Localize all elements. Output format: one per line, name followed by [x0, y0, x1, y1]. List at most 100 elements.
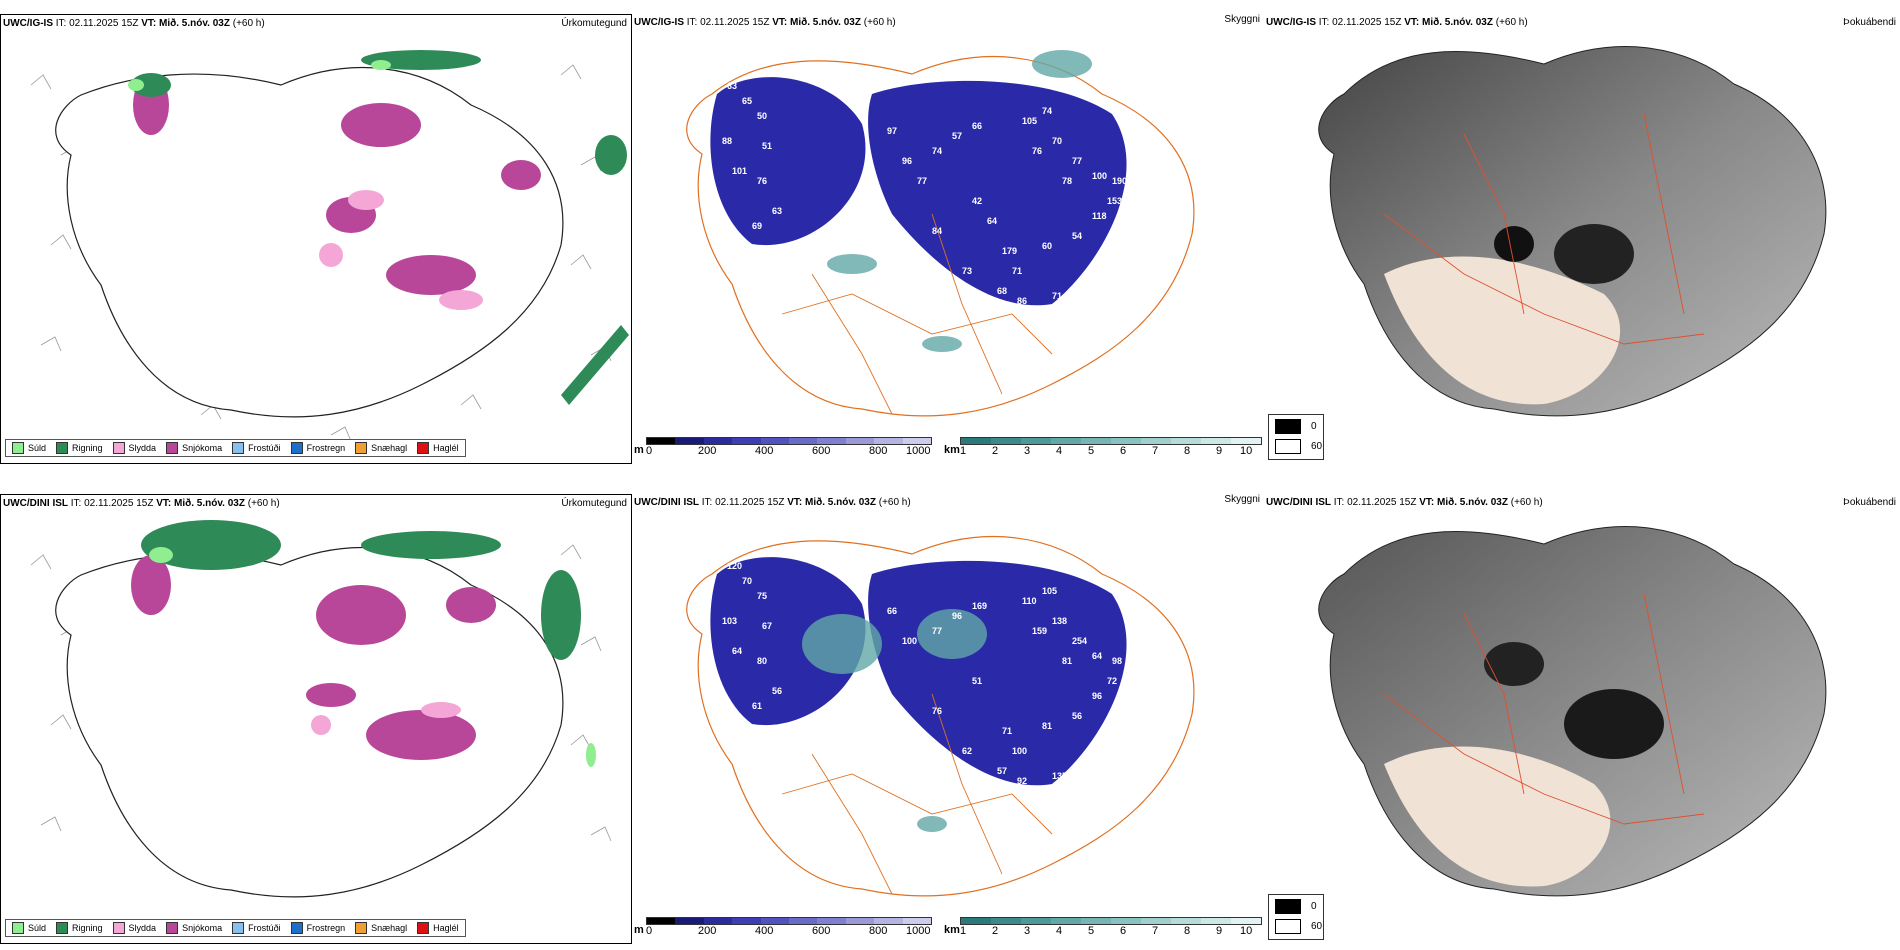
visibility-value-label: 96 — [952, 611, 962, 621]
km-tick: 7 — [1152, 925, 1159, 937]
visibility-value-label: 75 — [1112, 231, 1122, 241]
visibility-value-label: 121 — [782, 251, 797, 261]
init-time: 02.11.2025 15Z — [1347, 497, 1417, 508]
visibility-value-label: 71 — [1052, 291, 1062, 301]
visibility-value-label: 81 — [1042, 721, 1052, 731]
visibility-value-label: 105 — [1022, 116, 1037, 126]
visibility-value-label: 63 — [1102, 266, 1112, 276]
visibility-value-label: 159 — [1032, 626, 1047, 636]
precip-legend: Súld Rigning Slydda Snjókoma Frostúði Fr… — [5, 439, 466, 457]
init-time: 02.11.2025 15Z — [715, 497, 785, 508]
legend-item: Slydda — [112, 442, 156, 454]
km-tick: 4 — [1056, 445, 1063, 457]
visibility-value-label: 135 — [1052, 771, 1067, 781]
swatch-icon — [12, 922, 24, 934]
visibility-value-label: 80 — [757, 656, 767, 666]
m-tick: 400 — [755, 925, 774, 937]
swatch-icon — [355, 922, 368, 934]
init-time: 02.11.2025 15Z — [1332, 17, 1402, 28]
model-name: UWC/IG-IS — [634, 17, 684, 28]
vt-label: VT: — [1419, 497, 1435, 508]
visibility-value-label: 94 — [1102, 746, 1112, 756]
fog-map — [1318, 46, 1827, 417]
legend-item: Haglél — [417, 922, 459, 934]
visibility-value-label: 68 — [997, 286, 1007, 296]
visibility-value-label: 111 — [1122, 686, 1136, 696]
init-time: 02.11.2025 15Z — [84, 498, 154, 509]
visibility-value-label: 72 — [1107, 676, 1117, 686]
visibility-value-label: 81 — [1057, 801, 1067, 811]
legend-item: Frostúði — [232, 442, 281, 454]
km-tick: 3 — [1024, 925, 1031, 937]
visibility-value-label: 70 — [1052, 136, 1062, 146]
model-name: UWC/IG-IS — [1266, 17, 1316, 28]
swatch-icon — [232, 442, 245, 454]
km-tick: 6 — [1120, 925, 1127, 937]
visibility-value-label: 169 — [972, 601, 987, 611]
lead-time: (+60 h) — [878, 497, 911, 508]
km-tick: 4 — [1056, 925, 1063, 937]
precip-legend: Súld Rigning Slydda Snjókoma Frostúði Fr… — [5, 919, 466, 937]
panel-title: Úrkomutegund — [561, 498, 627, 509]
visibility-value-label: 50 — [757, 111, 767, 121]
lead-time: (+60 h) — [247, 498, 280, 509]
fog-panel-row1: UWC/IG-IS IT: 02.11.2025 15Z VT: Mið. 5.… — [1264, 14, 1900, 464]
km-tick: 8 — [1184, 445, 1191, 457]
visibility-value-label: 61 — [752, 701, 762, 711]
m-tick: 200 — [698, 925, 717, 937]
visibility-value-label: 76 — [1032, 146, 1042, 156]
visibility-value-label: 103 — [722, 616, 737, 626]
visibility-value-label: 81 — [1062, 656, 1072, 666]
m-tick: 800 — [869, 925, 888, 937]
visibility-value-label: 64 — [1092, 651, 1102, 661]
fog-panel-row2: UWC/DINI ISL IT: 02.11.2025 15Z VT: Mið.… — [1264, 494, 1900, 944]
km-tick: 2 — [992, 445, 999, 457]
valid-time: Mið. 5.nóv. 03Z — [159, 18, 230, 29]
visibility-value-label: 77 — [917, 176, 927, 186]
valid-time: Mið. 5.nóv. 03Z — [805, 497, 876, 508]
km-tick: 6 — [1120, 445, 1127, 457]
m-tick: 600 — [812, 925, 831, 937]
visibility-value-label: 60 — [1042, 241, 1052, 251]
visibility-value-label: 100 — [1092, 171, 1107, 181]
visibility-value-label: 96 — [902, 156, 912, 166]
visibility-value-label: 136 — [1112, 711, 1127, 721]
visibility-value-label: 63 — [772, 206, 782, 216]
visibility-value-label: 61 — [802, 716, 812, 726]
valid-time: Mið. 5.nóv. 03Z — [1422, 17, 1493, 28]
lead-time: (+60 h) — [232, 18, 265, 29]
it-label: IT: — [1318, 17, 1330, 28]
visibility-km-colorbar: km 1 2 3 4 5 6 7 8 9 10 — [944, 437, 1264, 459]
visibility-m-colorbar: m 0 200 400 600 800 1000 — [634, 437, 934, 459]
legend-item: Rigning — [56, 922, 103, 934]
valid-time: Mið. 5.nóv. 03Z — [174, 498, 245, 509]
legend-item: Súld — [12, 922, 46, 934]
m-colorbar-bar — [646, 917, 932, 925]
visibility-value-label: 190 — [1112, 176, 1127, 186]
swatch-icon — [56, 442, 69, 454]
visibility-value-label: 98 — [1112, 656, 1122, 666]
swatch-icon — [1275, 439, 1301, 454]
visibility-value-label: 97 — [887, 126, 897, 136]
vt-label: VT: — [787, 497, 803, 508]
lead-time: (+60 h) — [863, 17, 896, 28]
init-time: 02.11.2025 15Z — [700, 17, 770, 28]
km-tick: 7 — [1152, 445, 1159, 457]
vt-label: VT: — [772, 17, 788, 28]
precip-map — [30, 50, 629, 442]
km-tick: 1 — [960, 445, 967, 457]
visibility-value-label: 78 — [1062, 176, 1072, 186]
vt-label: VT: — [141, 18, 157, 29]
vt-label: VT: — [1404, 17, 1420, 28]
visibility-value-label: 56 — [1072, 711, 1082, 721]
visibility-value-label: 71 — [1002, 726, 1012, 736]
panel-title: Skyggni — [1224, 14, 1260, 25]
it-label: IT: — [701, 497, 713, 508]
legend-item: Slydda — [112, 922, 156, 934]
swatch-icon — [56, 922, 69, 934]
visibility-map: 63 65 50 88 51 101 76 63 69 67 121 48 97 96 74 57 66 105 7… — [686, 50, 1195, 417]
swatch-icon — [1275, 899, 1301, 914]
legend-item: Frostregn — [290, 442, 345, 454]
legend-item: Snjókoma — [166, 442, 222, 454]
legend-item: Snjókoma — [166, 922, 222, 934]
